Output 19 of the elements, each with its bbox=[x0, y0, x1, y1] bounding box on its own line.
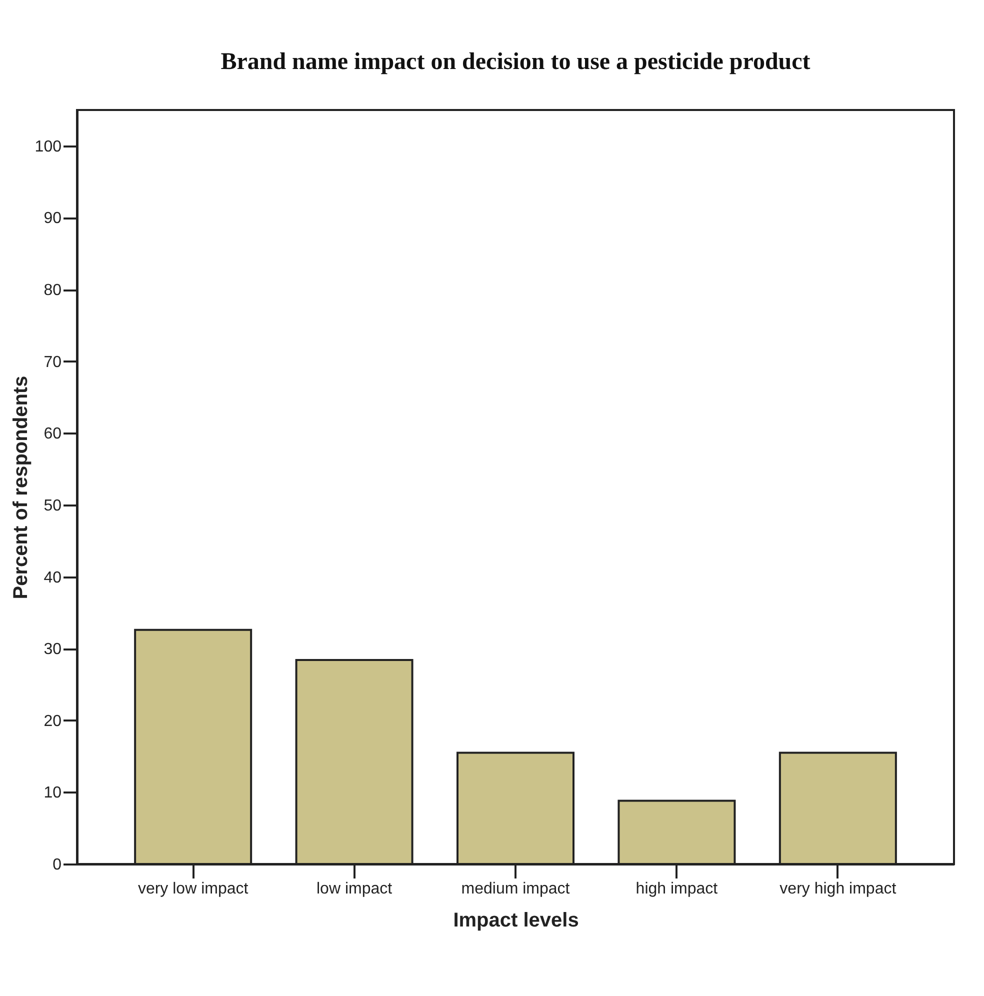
y-tick-label: 70 bbox=[44, 354, 62, 371]
y-tick-label: 40 bbox=[44, 569, 62, 586]
chart-title: Brand name impact on decision to use a pesticide product bbox=[220, 49, 810, 75]
y-tick-label: 80 bbox=[44, 282, 62, 300]
x-tick-label: medium impact bbox=[461, 880, 570, 898]
y-tick-label: 50 bbox=[44, 497, 62, 514]
y-axis-title: Percent of respondents bbox=[10, 376, 32, 600]
x-tick-label: low impact bbox=[316, 880, 393, 898]
y-tick-label: 0 bbox=[52, 856, 62, 874]
x-tick-label: high impact bbox=[636, 880, 718, 898]
y-tick-label: 30 bbox=[44, 641, 62, 658]
y-tick-label: 100 bbox=[34, 138, 62, 156]
x-tick-label: very high impact bbox=[780, 880, 897, 898]
x-axis-title: Impact levels bbox=[453, 910, 579, 932]
y-tick-label: 60 bbox=[44, 426, 62, 443]
y-tick-label: 90 bbox=[44, 210, 62, 228]
x-tick-label: very low impact bbox=[138, 880, 249, 898]
y-tick-label: 10 bbox=[44, 784, 62, 802]
y-tick-label: 20 bbox=[44, 712, 62, 730]
